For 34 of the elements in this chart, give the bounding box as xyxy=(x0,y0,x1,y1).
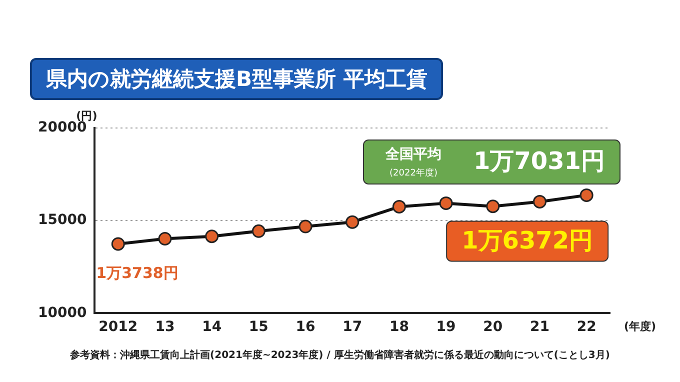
annotation: 1万7031円 xyxy=(474,147,606,176)
x-tick-label: 17 xyxy=(342,319,362,336)
text: 参考資料：沖縄県工賃向上計画(2021年度~2023年度) / 厚生労働省障害者就労に係る最近の動向について(ことし3月) xyxy=(69,348,611,362)
point xyxy=(486,200,500,214)
x-tick-label: 15 xyxy=(248,319,268,336)
x-tick-label: 19 xyxy=(436,319,456,336)
x-tick-label: 16 xyxy=(296,319,316,336)
chart-title: 県内の就労継続支援B型事業所 平均工賃 xyxy=(30,58,444,100)
point xyxy=(205,230,219,244)
y-tick-label: 15000 xyxy=(38,212,87,228)
annotation: (2022年度) xyxy=(390,167,438,178)
annotation: 1万6372円 xyxy=(462,226,594,254)
annotation: 1万3738円 xyxy=(96,264,178,282)
point xyxy=(158,232,172,246)
x-tick-label: 22 xyxy=(576,319,596,336)
x-axis-title: (年度) xyxy=(624,320,656,334)
x-tick-label: 21 xyxy=(530,319,550,336)
y-tick-label: 10000 xyxy=(38,304,87,321)
x-tick-label: 13 xyxy=(155,319,175,336)
point xyxy=(346,215,360,229)
point xyxy=(298,220,312,234)
point xyxy=(580,188,594,202)
x-tick-label: 14 xyxy=(202,319,222,336)
point xyxy=(111,237,125,251)
point xyxy=(392,200,406,214)
annotation: 全国平均 xyxy=(384,146,442,163)
x-tick-label: 2012 xyxy=(98,319,138,336)
x-tick-label: 18 xyxy=(389,319,409,336)
point xyxy=(532,194,546,208)
y-tick-label: 20000 xyxy=(38,120,87,136)
x-tick-label: 20 xyxy=(483,319,503,336)
point xyxy=(439,196,453,210)
point xyxy=(252,224,266,238)
y-axis-title: (円) xyxy=(76,109,98,122)
